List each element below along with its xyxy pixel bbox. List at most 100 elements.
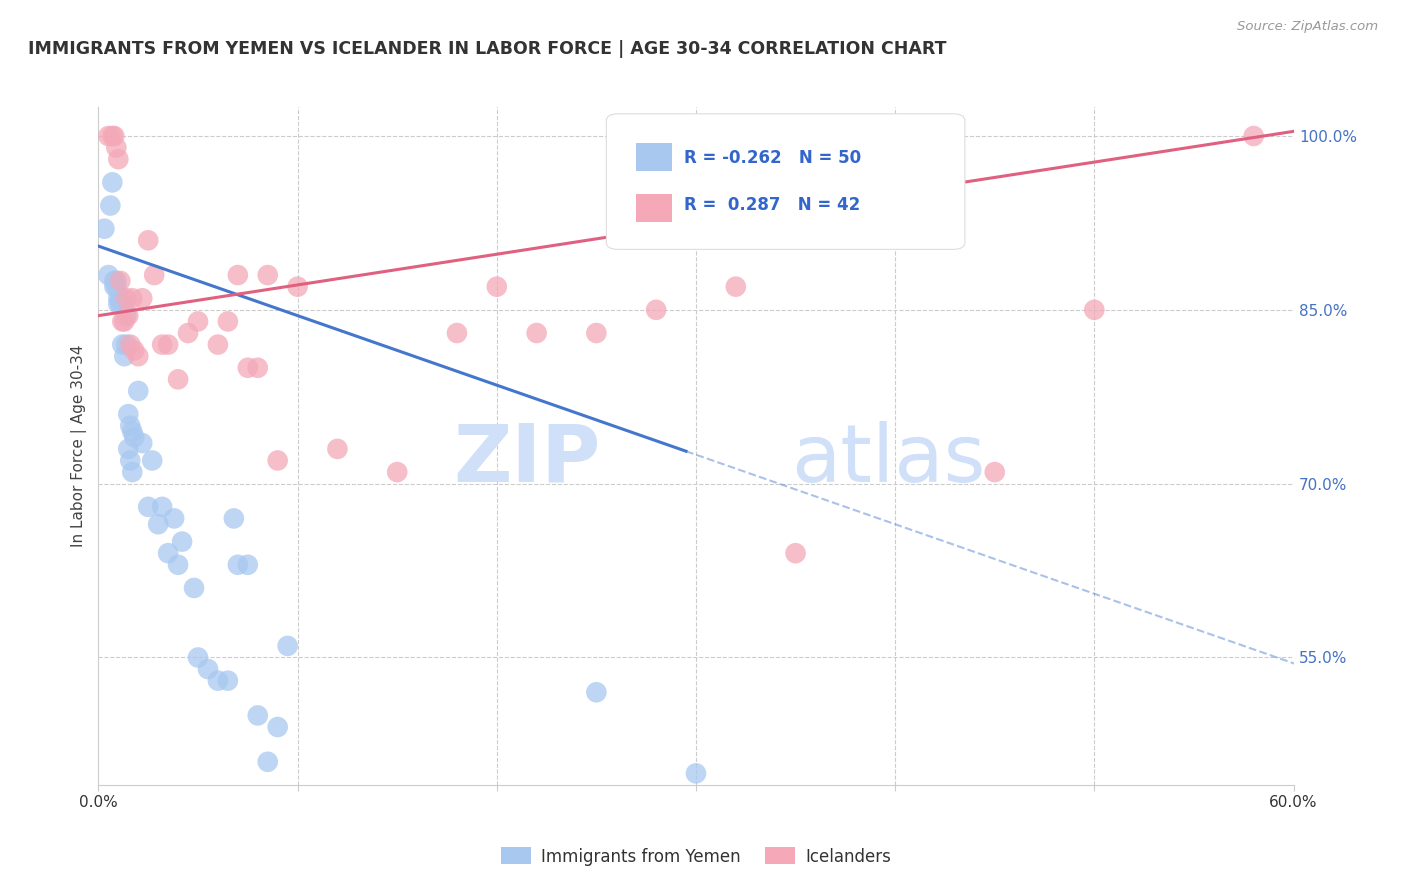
Point <box>267 720 290 734</box>
Point <box>136 233 159 247</box>
Point <box>526 326 548 340</box>
Point <box>207 337 229 351</box>
FancyBboxPatch shape <box>606 114 965 250</box>
Y-axis label: In Labor Force | Age 30-34: In Labor Force | Age 30-34 <box>72 344 87 548</box>
Point <box>785 546 807 560</box>
Point <box>187 650 209 665</box>
Point <box>1083 302 1105 317</box>
Point <box>256 755 278 769</box>
Point <box>148 517 170 532</box>
Bar <box>637 143 672 171</box>
Point <box>136 500 159 514</box>
Point <box>124 430 146 444</box>
Point <box>112 314 135 328</box>
Point <box>111 337 134 351</box>
Point <box>585 685 607 699</box>
Point <box>256 268 278 282</box>
Point <box>101 175 124 189</box>
Point <box>207 673 229 688</box>
Point <box>167 558 190 572</box>
Point <box>150 337 173 351</box>
Point <box>110 297 132 311</box>
Point <box>110 291 132 305</box>
Point <box>105 274 128 288</box>
Point <box>121 425 143 439</box>
Text: IMMIGRANTS FROM YEMEN VS ICELANDER IN LABOR FORCE | AGE 30-34 CORRELATION CHART: IMMIGRANTS FROM YEMEN VS ICELANDER IN LA… <box>28 40 946 58</box>
Text: R = -0.262   N = 50: R = -0.262 N = 50 <box>685 149 860 167</box>
Point <box>685 766 707 780</box>
Point <box>105 140 128 154</box>
Point <box>485 279 508 293</box>
Point <box>117 407 139 421</box>
Point <box>724 279 747 293</box>
Point <box>98 198 122 212</box>
Point <box>645 302 668 317</box>
Point <box>111 314 134 328</box>
Point <box>127 384 149 398</box>
Point <box>127 349 149 363</box>
Point <box>236 360 259 375</box>
Point <box>124 343 146 358</box>
Text: R =  0.287   N = 42: R = 0.287 N = 42 <box>685 196 860 214</box>
Point <box>150 500 173 514</box>
Point <box>217 673 239 688</box>
Point <box>120 337 142 351</box>
Point <box>157 337 180 351</box>
Point <box>217 314 239 328</box>
Point <box>267 453 290 467</box>
Point <box>246 360 269 375</box>
Point <box>107 152 129 166</box>
Point <box>120 453 142 467</box>
Point <box>93 221 115 235</box>
Point <box>115 309 138 323</box>
Point <box>115 337 138 351</box>
Point <box>103 128 125 143</box>
Point <box>585 326 607 340</box>
Point <box>326 442 349 456</box>
Point <box>984 465 1007 479</box>
Point <box>131 436 153 450</box>
Point <box>97 128 120 143</box>
Point <box>385 465 409 479</box>
Point <box>197 662 219 676</box>
Point <box>101 128 124 143</box>
Bar <box>637 194 672 222</box>
Point <box>103 279 125 293</box>
Legend: Immigrants from Yemen, Icelanders: Immigrants from Yemen, Icelanders <box>494 841 898 872</box>
Point <box>236 558 259 572</box>
Point <box>97 268 120 282</box>
Point <box>246 708 269 723</box>
Point <box>103 274 125 288</box>
Point <box>121 465 143 479</box>
Point <box>111 291 134 305</box>
Point <box>105 279 128 293</box>
Point <box>167 372 190 386</box>
Point <box>183 581 205 595</box>
Point <box>222 511 245 525</box>
Point <box>110 274 132 288</box>
Text: Source: ZipAtlas.com: Source: ZipAtlas.com <box>1237 20 1378 33</box>
Point <box>226 268 249 282</box>
Point <box>157 546 180 560</box>
Point <box>117 442 139 456</box>
Point <box>1243 128 1265 143</box>
Point <box>287 279 309 293</box>
Point <box>107 297 129 311</box>
Point <box>107 291 129 305</box>
Point <box>277 639 299 653</box>
Point <box>163 511 186 525</box>
Point <box>446 326 468 340</box>
Point <box>177 326 200 340</box>
Point <box>120 418 142 433</box>
Point <box>115 291 138 305</box>
Point <box>131 291 153 305</box>
Point <box>117 309 139 323</box>
Point <box>226 558 249 572</box>
Point <box>143 268 166 282</box>
Point <box>112 297 135 311</box>
Point <box>172 534 194 549</box>
Text: atlas: atlas <box>792 420 986 499</box>
Point <box>121 291 143 305</box>
Text: ZIP: ZIP <box>453 420 600 499</box>
Point <box>112 349 135 363</box>
